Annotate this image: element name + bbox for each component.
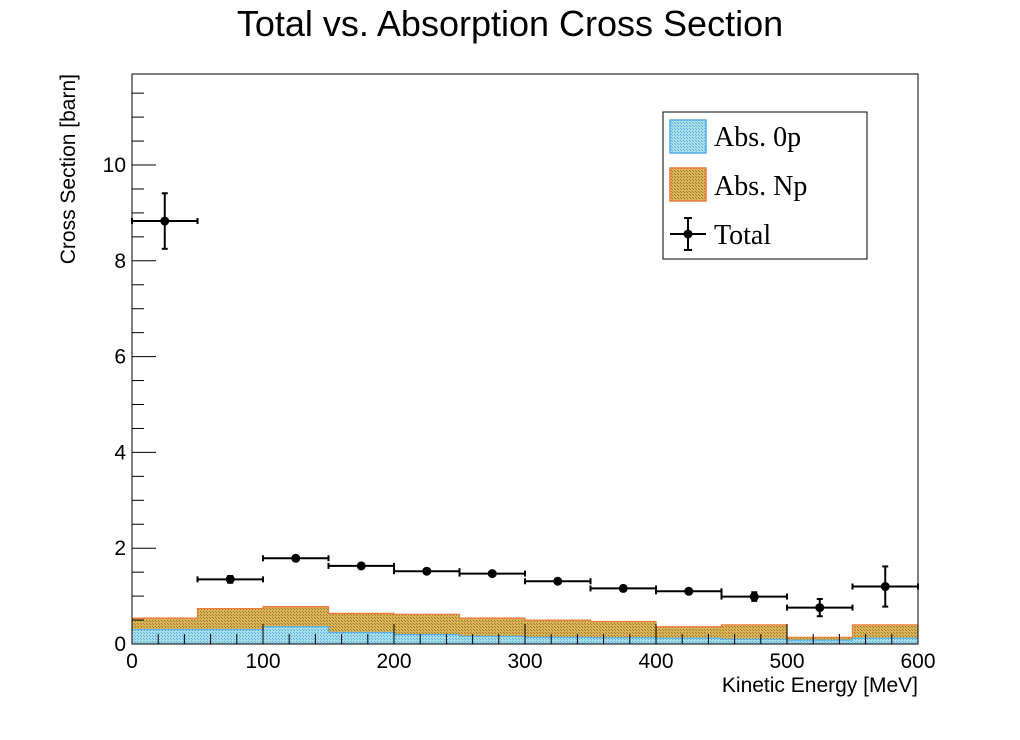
abs-0p-bar: [656, 638, 722, 644]
x-tick-label: 300: [507, 650, 542, 673]
legend-swatch-abs-np: [669, 167, 707, 202]
total-points: [131, 192, 919, 618]
total-point: [458, 569, 526, 579]
abs-np-bar: [852, 624, 918, 639]
abs-0p-bar: [263, 626, 329, 644]
y-axis-label: Cross Section [barn]: [57, 74, 80, 264]
total-point: [131, 192, 199, 250]
total-point: [262, 553, 330, 563]
axes: [131, 92, 919, 645]
abs-0p-bar: [197, 629, 263, 644]
abs-np-bar: [263, 606, 329, 627]
total-point: [589, 583, 657, 593]
y-tick-label: 4: [114, 441, 126, 464]
x-tick-label: 0: [126, 650, 138, 673]
abs-np-bar: [656, 626, 722, 639]
y-tick-label: 0: [114, 633, 126, 656]
y-tick-label: 8: [114, 250, 126, 273]
abs-0p-bar: [721, 639, 787, 644]
abs-np-bar: [394, 614, 460, 635]
chart-title: Total vs. Absorption Cross Section: [237, 3, 783, 44]
abs-np-bar: [721, 624, 787, 640]
x-tick-label: 100: [245, 650, 280, 673]
legend-label-abs-0p: Abs. 0p: [714, 122, 801, 153]
abs-0p-bar: [394, 634, 460, 644]
total-point: [196, 574, 264, 584]
abs-np-bar: [328, 613, 394, 633]
abs-0p-bar: [328, 632, 394, 644]
abs-np-bar: [787, 637, 853, 641]
legend-swatch-abs-0p: [669, 119, 707, 154]
legend-marker-total: [670, 217, 706, 251]
legend-label-total: Total: [714, 220, 771, 251]
tick-labels: 0 100 200 300 400 500 600 0 2 4 6 8 10: [103, 154, 936, 673]
abs-0p-bar: [459, 636, 525, 644]
total-point: [786, 597, 854, 618]
total-point: [851, 565, 919, 608]
abs-np-bar: [525, 620, 591, 638]
abs-np-bar: [132, 618, 198, 630]
y-tick-label: 2: [114, 537, 126, 560]
total-point: [655, 586, 723, 596]
x-tick-label: 400: [638, 650, 673, 673]
abs-0p-bar: [787, 640, 853, 644]
abs-np-bar: [590, 621, 656, 638]
abs-np-bar: [197, 608, 263, 630]
abs-np-bar: [459, 618, 525, 637]
total-point: [393, 566, 461, 576]
total-point: [524, 576, 592, 586]
legend: Abs. 0p Abs. Np Total: [662, 111, 868, 260]
x-tick-label: 500: [769, 650, 804, 673]
y-tick-label: 10: [103, 154, 126, 177]
abs-0p-bar: [590, 637, 656, 644]
total-point: [720, 591, 788, 602]
abs-0p-bar: [525, 637, 591, 644]
legend-label-abs-np: Abs. Np: [714, 171, 807, 202]
abs-0p-bar: [852, 638, 918, 644]
x-tick-label: 600: [900, 650, 935, 673]
x-axis-label: Kinetic Energy [MeV]: [722, 674, 918, 697]
abs-0p-bar: [132, 629, 198, 644]
total-point: [327, 561, 395, 571]
x-tick-label: 200: [376, 650, 411, 673]
y-tick-label: 6: [114, 346, 126, 369]
